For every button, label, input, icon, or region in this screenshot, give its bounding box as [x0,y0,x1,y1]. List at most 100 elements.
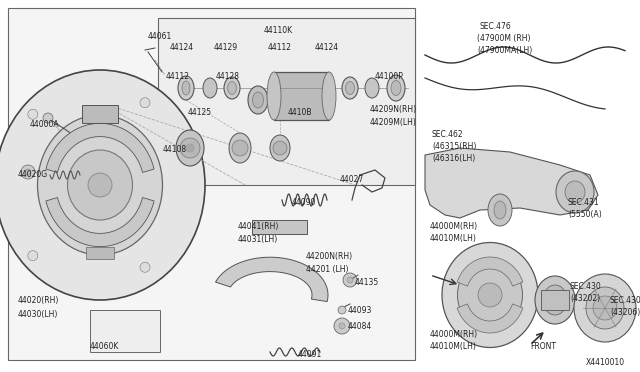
Text: 44128: 44128 [216,72,240,81]
Text: 44000M(RH): 44000M(RH) [430,222,478,231]
Ellipse shape [67,150,132,220]
Ellipse shape [442,243,538,347]
Text: 44010M(LH): 44010M(LH) [430,234,477,243]
Polygon shape [457,257,523,286]
Ellipse shape [267,72,281,120]
Circle shape [28,109,38,119]
Polygon shape [216,257,328,302]
Circle shape [232,140,248,156]
Ellipse shape [556,171,594,213]
Circle shape [88,173,112,197]
Text: 44061: 44061 [148,32,172,41]
Ellipse shape [227,81,237,94]
Text: 44027: 44027 [340,175,364,184]
Polygon shape [425,148,598,218]
Text: 44060K: 44060K [90,342,120,351]
Text: SEC.430: SEC.430 [610,296,640,305]
Ellipse shape [543,285,567,315]
Text: (43206): (43206) [610,308,640,317]
Circle shape [338,306,346,314]
Text: SEC.430: SEC.430 [570,282,602,291]
Ellipse shape [387,75,405,101]
Text: 44010M(LH): 44010M(LH) [430,342,477,351]
Circle shape [334,318,350,334]
Text: 44209N(RH): 44209N(RH) [370,105,417,114]
Text: 44030(LH): 44030(LH) [18,310,58,319]
Ellipse shape [178,76,194,100]
Text: 44124: 44124 [170,43,194,52]
Circle shape [21,165,35,179]
Bar [252,220,307,234]
Text: 44135: 44135 [355,278,380,287]
Text: 44020(RH): 44020(RH) [18,296,60,305]
Text: 44091: 44091 [298,350,323,359]
Ellipse shape [203,78,217,98]
Text: 44041(RH): 44041(RH) [238,222,280,231]
Ellipse shape [574,274,636,342]
Circle shape [593,296,617,320]
Text: 44000A: 44000A [30,120,60,129]
Text: 44031(LH): 44031(LH) [238,235,278,244]
Text: (43202): (43202) [570,294,600,303]
Text: (47900MA(LH): (47900MA(LH) [477,46,532,55]
Bar [82,105,118,123]
Text: 44108: 44108 [163,145,187,154]
Text: 44110K: 44110K [264,26,292,35]
Text: 44100P: 44100P [375,72,404,81]
Ellipse shape [346,81,355,94]
Ellipse shape [0,70,205,300]
Circle shape [140,262,150,272]
Circle shape [28,251,38,261]
Text: FRONT: FRONT [530,342,556,351]
Ellipse shape [494,201,506,219]
Circle shape [25,169,31,175]
Bar [158,18,415,185]
Ellipse shape [458,259,522,331]
Text: 44124: 44124 [315,43,339,52]
Ellipse shape [342,77,358,99]
Circle shape [339,323,345,329]
Polygon shape [46,124,154,173]
Ellipse shape [488,194,512,226]
Ellipse shape [270,135,290,161]
Text: 4410B: 4410B [288,108,312,117]
Text: SEC.462: SEC.462 [432,130,463,139]
Text: (46315(RH): (46315(RH) [432,142,476,151]
Ellipse shape [565,181,585,203]
Ellipse shape [248,86,268,114]
Text: 44125: 44125 [188,108,212,117]
Circle shape [478,283,502,307]
Ellipse shape [38,115,163,255]
Text: (46316(LH): (46316(LH) [432,154,476,163]
Bar [274,72,329,120]
Text: 44129: 44129 [214,43,238,52]
Ellipse shape [229,133,251,163]
Text: 44020G: 44020G [18,170,48,179]
Ellipse shape [365,78,379,98]
Ellipse shape [176,130,204,166]
Polygon shape [46,198,154,247]
Text: X4410010: X4410010 [586,358,625,367]
Text: 44090: 44090 [292,198,316,207]
Text: 44201 (LH): 44201 (LH) [306,265,349,274]
Text: 44112: 44112 [166,72,190,81]
Ellipse shape [535,276,575,324]
Text: 44200N(RH): 44200N(RH) [306,252,353,261]
Ellipse shape [391,80,401,96]
Ellipse shape [182,81,190,95]
Text: 44000M(RH): 44000M(RH) [430,330,478,339]
Polygon shape [457,304,523,333]
Circle shape [273,141,287,155]
Bar [90,310,160,352]
Text: 44209M(LH): 44209M(LH) [370,118,417,127]
Bar [86,247,114,259]
Text: SEC.476: SEC.476 [480,22,512,31]
Circle shape [186,144,194,152]
Ellipse shape [586,287,624,329]
Text: (47900M (RH): (47900M (RH) [477,34,531,43]
Text: 44112: 44112 [268,43,292,52]
Text: (5550(A): (5550(A) [568,210,602,219]
Ellipse shape [253,92,264,108]
Circle shape [343,273,357,287]
Bar [8,8,415,360]
